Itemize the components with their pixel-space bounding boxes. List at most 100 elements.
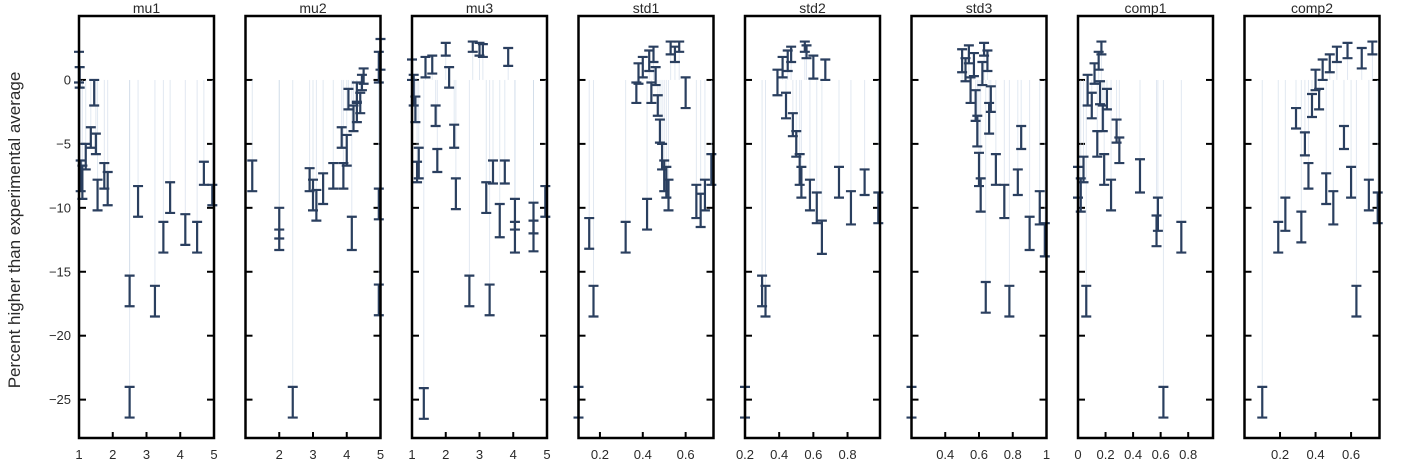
subplot-std1: std1 0.2 0.4 0.6 (573, 0, 717, 462)
error-bar-point (503, 46, 514, 67)
x-tick-label: 1 (75, 447, 82, 462)
error-bar-point (1273, 220, 1284, 254)
error-bar-point (648, 45, 659, 64)
error-bar-point (642, 197, 653, 231)
error-bar-point (499, 159, 510, 185)
error-bar-point (158, 220, 169, 254)
error-bar-point (432, 147, 443, 174)
error-bar-point (980, 280, 991, 314)
error-bar-point (801, 44, 812, 60)
subplot-mu2: mu2 2 3 4 5 (244, 0, 386, 462)
error-bar-point (999, 183, 1010, 220)
error-bar-point (358, 67, 369, 85)
error-bar-point (102, 170, 113, 207)
x-tick-label: 2 (442, 447, 449, 462)
error-bar-point (654, 118, 665, 144)
x-tick-label: 0 (1074, 447, 1081, 462)
subplot-title: std3 (966, 0, 993, 16)
error-bar-point (133, 184, 144, 218)
y-axis-label: Percent higher than experimental average (5, 72, 24, 389)
error-bar-point (89, 78, 100, 107)
x-tick-label: 0.2 (1097, 447, 1115, 462)
error-bar-point (972, 114, 983, 148)
y-tick-label: −20 (49, 328, 71, 343)
subplot-std2: std2 0.2 0.4 0.6 0.8 (736, 0, 884, 462)
x-tick-label: 0.4 (770, 447, 788, 462)
error-bar-point (1114, 136, 1125, 165)
subplot-frame (743, 14, 882, 440)
subplot-title: std2 (799, 0, 826, 16)
error-bar-point (1324, 53, 1335, 74)
error-bar-point (430, 104, 441, 128)
error-bar-point (1081, 284, 1092, 318)
subplot-frame (1076, 14, 1215, 440)
error-bar-point (198, 160, 209, 186)
x-tick-label: 3 (476, 447, 483, 462)
error-bar-point (484, 283, 495, 317)
error-bar-point (816, 219, 827, 255)
error-bar-point (92, 178, 103, 212)
subplot-comp1: comp1 0 0.2 0.4 0.6 0.8 (1073, 0, 1215, 462)
error-bar-point (356, 73, 367, 92)
error-bar-point (338, 161, 349, 190)
error-bar-point (1372, 191, 1383, 225)
x-tick-label: 1 (408, 447, 415, 462)
error-bar-point (1034, 190, 1045, 226)
error-bar-point (820, 58, 831, 82)
subplot-comp2: comp2 0.2 0.4 0.6 (1243, 0, 1383, 462)
subplot-title: comp2 (1291, 0, 1333, 16)
error-bar-point (663, 178, 674, 212)
error-bar-point (631, 81, 642, 105)
error-bar-point (845, 190, 856, 226)
x-tick-label: 0.4 (936, 447, 954, 462)
error-bar-point (1296, 210, 1307, 244)
x-tick-label: 4 (177, 447, 184, 462)
error-bar-point (1303, 161, 1314, 190)
error-bar-point (584, 216, 595, 250)
x-tick-label: 0.6 (1342, 447, 1360, 462)
error-bar-point (192, 220, 203, 254)
error-bar-point (968, 51, 979, 78)
error-bar-point (373, 50, 384, 84)
error-bar-point (965, 76, 976, 105)
error-bar-point (481, 181, 492, 215)
x-tick-label: 2 (109, 447, 116, 462)
error-bar-point (620, 220, 631, 254)
error-bar-point (207, 183, 218, 207)
error-bar-point (1092, 129, 1103, 158)
y-tick-label: −10 (49, 200, 71, 215)
error-bar-point (464, 274, 475, 308)
subplot-title: std1 (633, 0, 660, 16)
x-tick-label: 4 (510, 447, 517, 462)
error-bar-point (977, 60, 988, 87)
subplot-std3: std3 0.4 0.6 0.8 1 (906, 0, 1050, 462)
error-bar-point (650, 66, 661, 87)
error-bar-point (343, 87, 354, 111)
subplot-mu1: mu1 0 −5 −10 −15 −20 −25 1 2 3 4 5 (49, 0, 218, 462)
error-bar-point (311, 188, 322, 222)
error-bar-point (772, 68, 783, 97)
error-bar-point (450, 177, 461, 211)
error-bar-point (1004, 284, 1015, 318)
error-bar-point (680, 76, 691, 110)
error-bar-point (833, 165, 844, 199)
error-bar-point (1016, 124, 1027, 151)
error-bar-point (873, 191, 884, 225)
x-tick-label: 3 (143, 447, 150, 462)
error-bar-point (413, 146, 424, 180)
subplot-frame (577, 14, 715, 440)
error-bar-point (124, 385, 135, 419)
error-bar-point (777, 55, 788, 79)
x-tick-label: 0.2 (1271, 447, 1289, 462)
error-bar-point (1086, 91, 1097, 120)
error-bar-point (799, 40, 810, 53)
x-tick-label: 0.2 (591, 447, 609, 462)
error-bar-point (85, 126, 96, 149)
error-bar-point (149, 284, 160, 318)
error-bar-point (990, 153, 1001, 186)
error-bar-point (796, 165, 807, 199)
error-bar-point (1367, 40, 1378, 56)
error-bar-point (346, 215, 357, 252)
x-tick-label: 0.6 (970, 447, 988, 462)
error-bar-point (90, 132, 101, 156)
